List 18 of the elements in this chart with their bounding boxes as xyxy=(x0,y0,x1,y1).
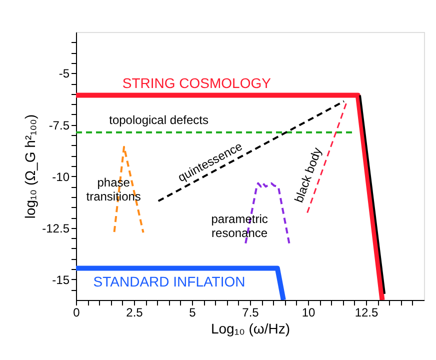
x-tick-label: 5 xyxy=(189,306,196,320)
annotation: parametric resonance xyxy=(211,212,268,240)
x-tick-label: 2.5 xyxy=(126,306,144,320)
y-axis-title: log₁₀ (Ω_G h²₁₀₀) xyxy=(22,114,38,219)
y-tick-label: -10 xyxy=(52,170,70,184)
annotation: black body xyxy=(292,146,324,204)
x-tick-label: 10 xyxy=(302,306,316,320)
y-tick-label: -12.5 xyxy=(42,221,70,236)
y-tick-label: -7.5 xyxy=(48,118,70,132)
x-tick-label: 0 xyxy=(73,306,80,320)
x-axis-title: Log₁₀ (ω/Hz) xyxy=(210,320,290,336)
y-tick-label: -5 xyxy=(58,66,70,81)
annotation: STRING COSMOLOGY xyxy=(122,75,272,92)
annotation: topological defects xyxy=(109,113,209,128)
x-tick-label: 7.5 xyxy=(242,306,260,320)
annotation: STANDARD INFLATION xyxy=(93,273,246,290)
y-tick-label: -15 xyxy=(52,272,70,287)
x-tick-label: 12.5 xyxy=(354,306,378,320)
